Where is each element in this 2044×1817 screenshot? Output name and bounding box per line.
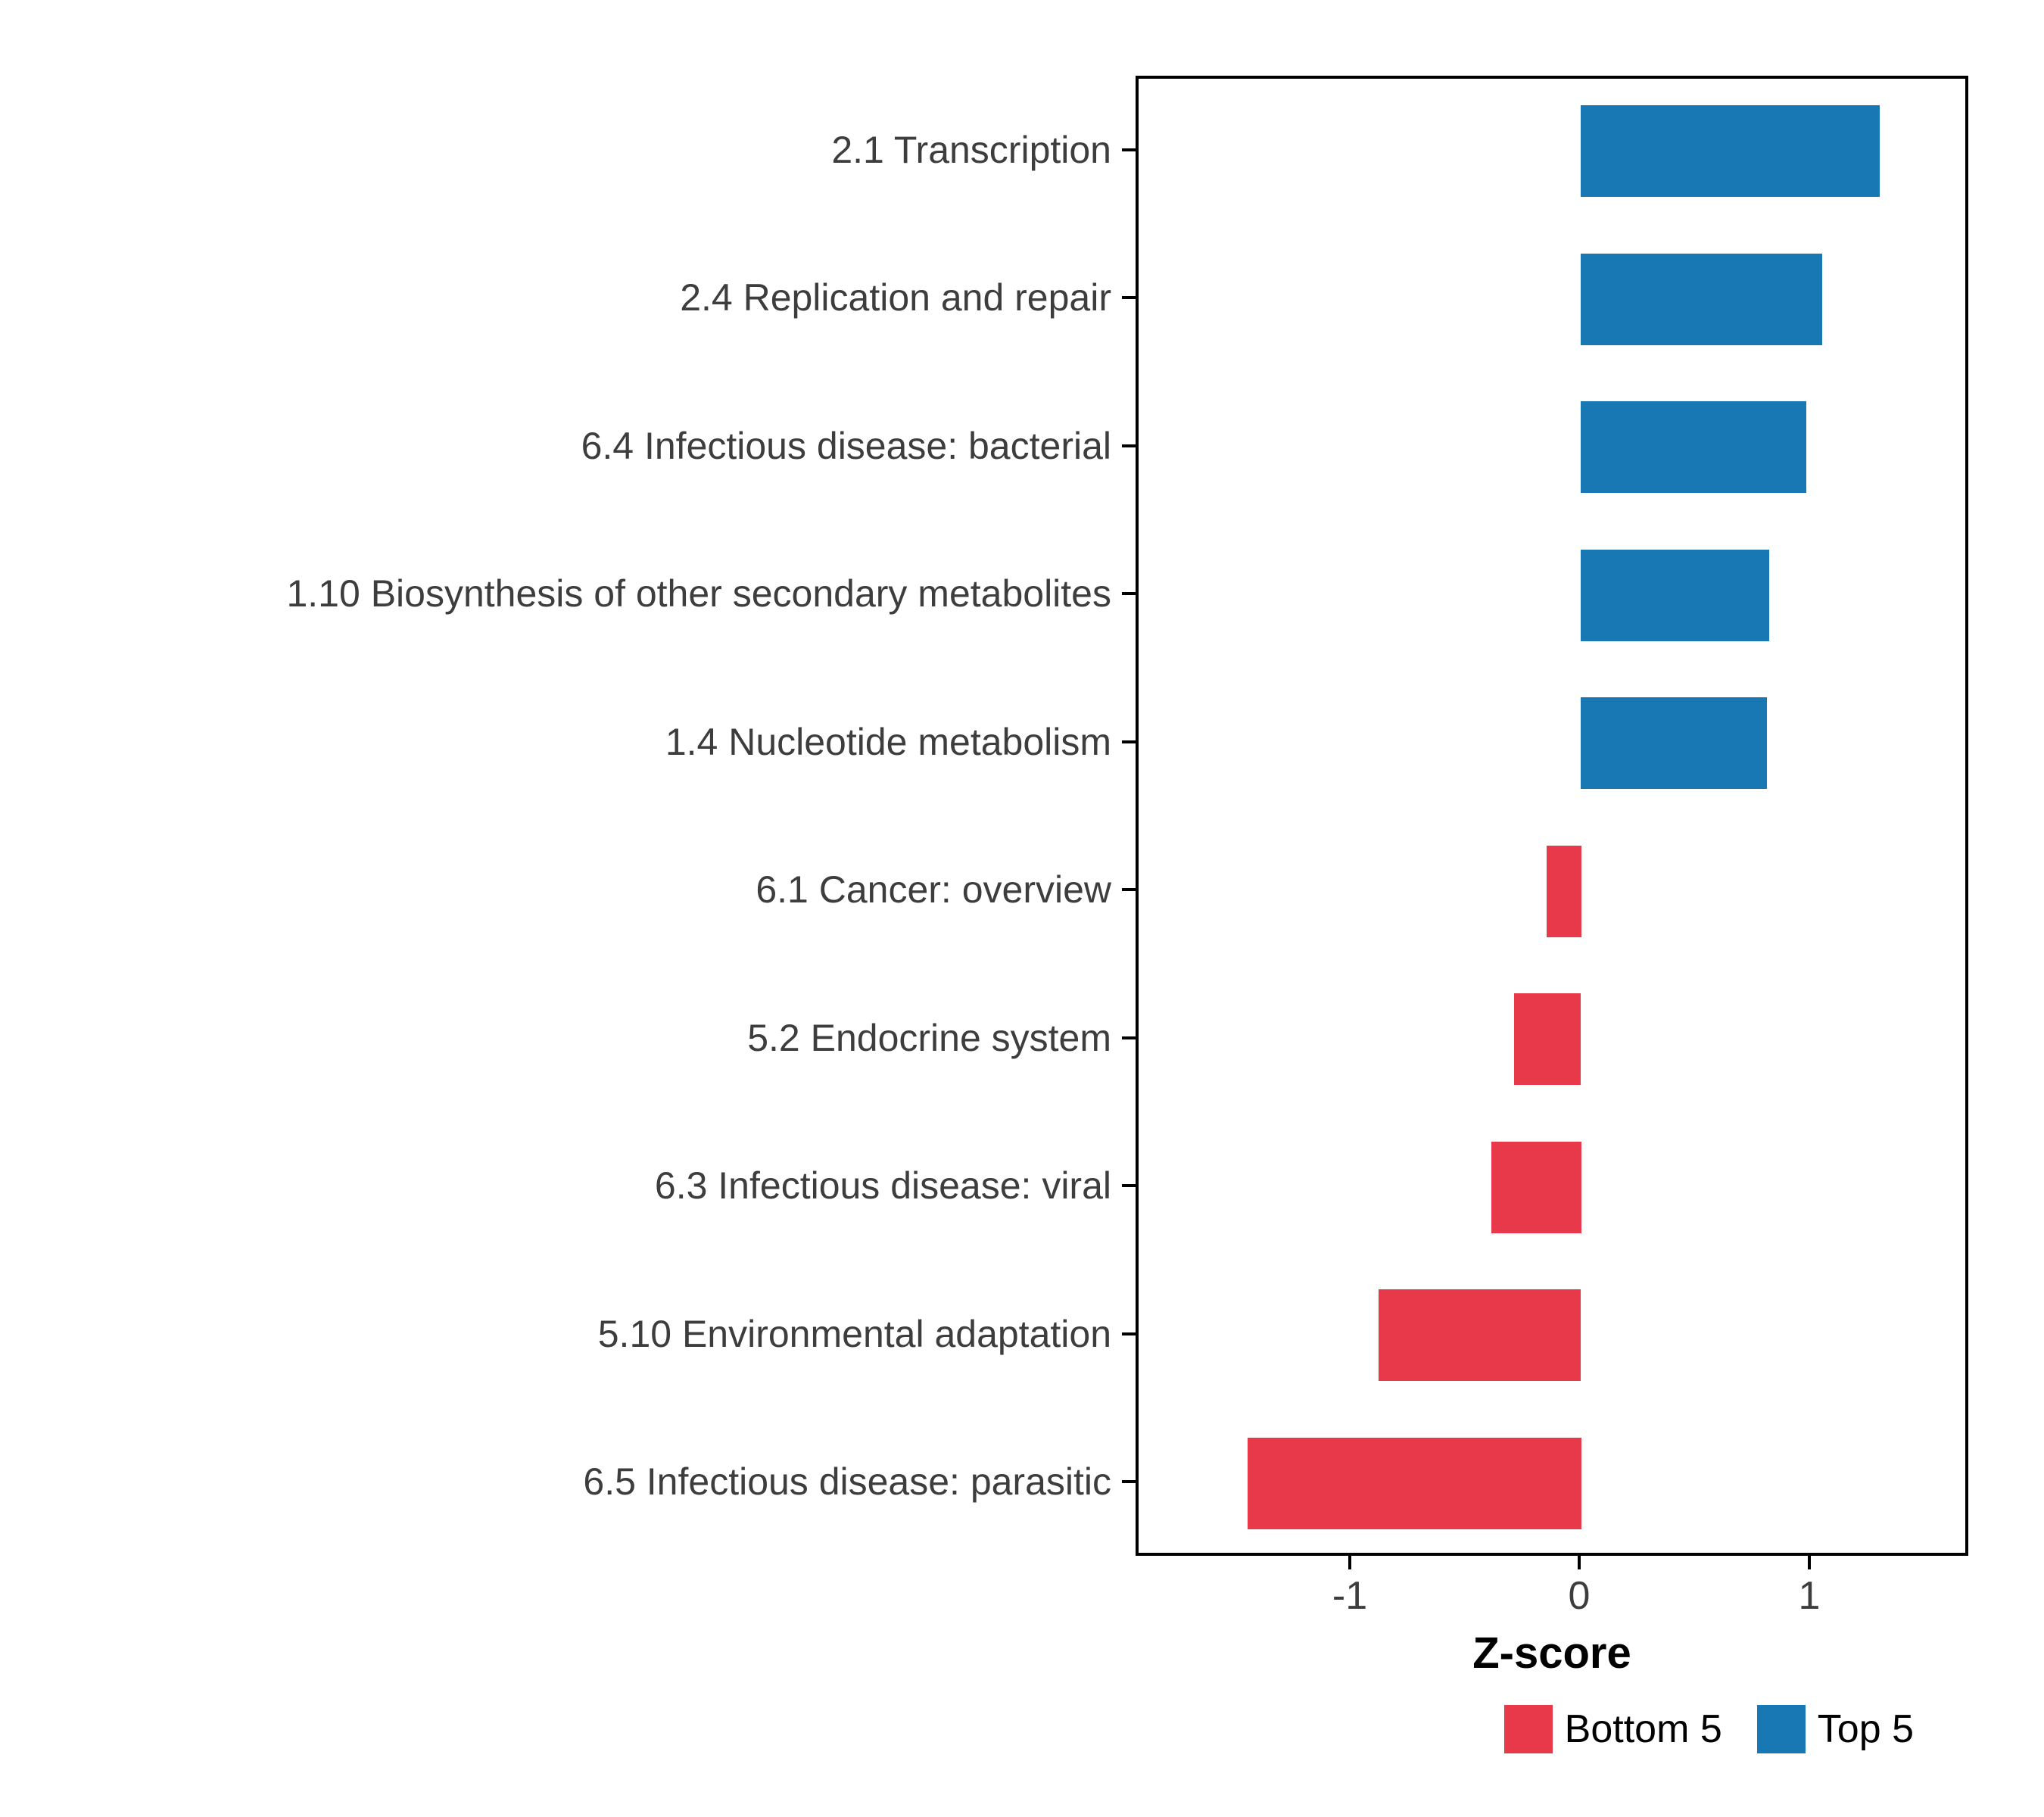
y-tick xyxy=(1122,740,1136,743)
category-label: 1.10 Biosynthesis of other secondary met… xyxy=(286,572,1111,615)
y-tick xyxy=(1122,592,1136,595)
legend-label-bottom5: Bottom 5 xyxy=(1564,1707,1722,1751)
legend-label-top5: Top 5 xyxy=(1817,1707,1914,1751)
legend: Bottom 5 Top 5 xyxy=(1503,1705,1914,1753)
bar xyxy=(1546,846,1581,937)
x-tick xyxy=(1348,1556,1351,1569)
y-tick xyxy=(1122,296,1136,299)
y-tick xyxy=(1122,444,1136,447)
bar xyxy=(1581,401,1807,493)
bar xyxy=(1379,1289,1581,1381)
x-tick xyxy=(1578,1556,1581,1569)
y-tick xyxy=(1122,1332,1136,1335)
bar xyxy=(1581,105,1880,197)
y-tick xyxy=(1122,148,1136,151)
category-label: 6.1 Cancer: overview xyxy=(756,868,1111,911)
x-tick-label: -1 xyxy=(1332,1574,1368,1618)
y-axis-labels: 2.1 Transcription 2.4 Replication and rep… xyxy=(286,129,1111,1503)
category-label: 2.1 Transcription xyxy=(831,129,1111,171)
y-tick xyxy=(1122,1036,1136,1039)
bar xyxy=(1581,697,1768,789)
legend-swatch-top5 xyxy=(1756,1705,1806,1753)
category-label: 6.5 Infectious disease: parasitic xyxy=(583,1460,1111,1503)
category-label: 5.2 Endocrine system xyxy=(747,1017,1111,1059)
bar xyxy=(1247,1438,1581,1529)
x-tick xyxy=(1808,1556,1811,1569)
category-label: 2.4 Replication and repair xyxy=(680,276,1111,319)
y-tick xyxy=(1122,1184,1136,1187)
legend-item-bottom5: Bottom 5 xyxy=(1503,1705,1722,1753)
x-tick-label: 1 xyxy=(1798,1574,1821,1618)
category-label: 6.3 Infectious disease: viral xyxy=(654,1164,1111,1207)
category-label: 1.4 Nucleotide metabolism xyxy=(665,721,1111,763)
category-label: 5.10 Environmental adaptation xyxy=(597,1313,1111,1355)
x-tick-label: 0 xyxy=(1568,1574,1591,1618)
x-axis-title: Z-score xyxy=(1472,1628,1631,1678)
y-tick xyxy=(1122,1480,1136,1483)
category-label: 6.4 Infectious disease: bacterial xyxy=(581,425,1111,467)
y-tick xyxy=(1122,888,1136,891)
bar xyxy=(1514,993,1581,1085)
bar xyxy=(1491,1142,1581,1233)
legend-swatch-bottom5 xyxy=(1503,1705,1553,1753)
bar xyxy=(1581,550,1770,641)
legend-item-top5: Top 5 xyxy=(1756,1705,1914,1753)
bar xyxy=(1581,254,1823,345)
plot-panel xyxy=(1136,76,1968,1556)
